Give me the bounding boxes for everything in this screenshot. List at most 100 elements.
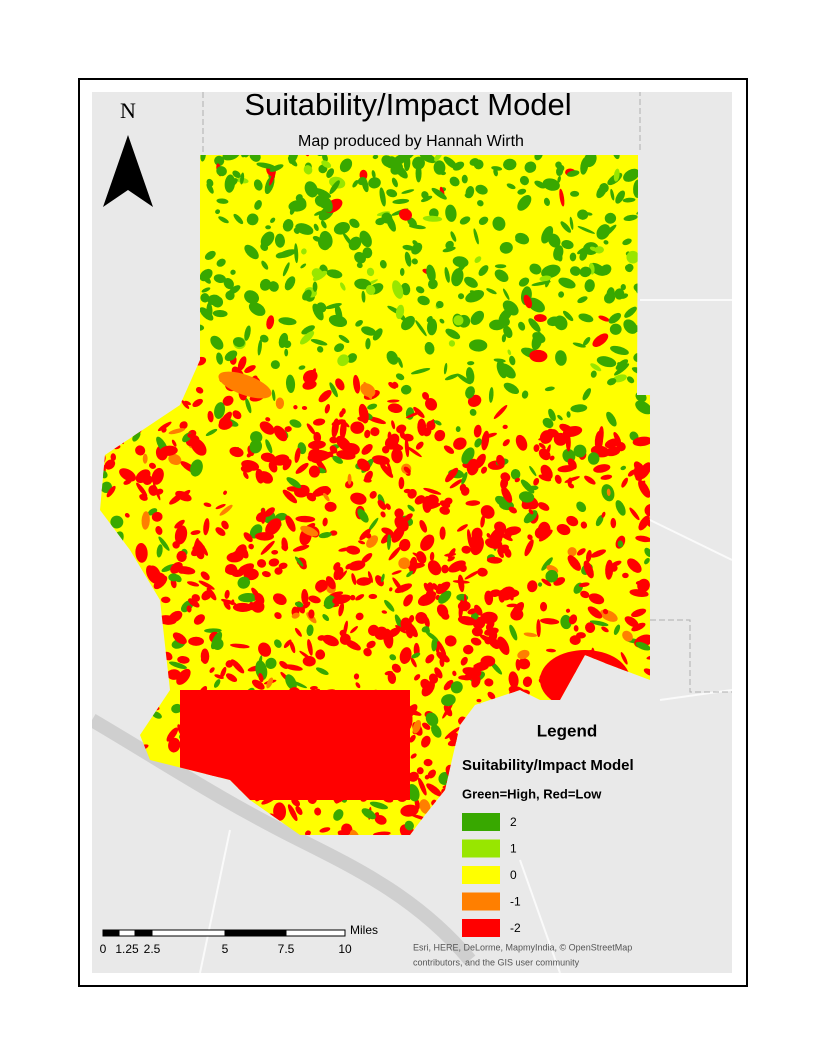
- raster-patch: [205, 428, 218, 436]
- raster-patch: [308, 609, 315, 619]
- raster-patch: [464, 570, 480, 580]
- raster-patch: [259, 421, 275, 435]
- raster-patch: [287, 804, 298, 821]
- raster-patch: [473, 159, 484, 170]
- raster-patch: [522, 676, 533, 687]
- raster-patch: [372, 328, 383, 341]
- raster-patch: [519, 175, 529, 186]
- raster-patch: [436, 651, 450, 663]
- raster-patch: [273, 425, 288, 442]
- raster-patch: [260, 540, 275, 555]
- raster-patch: [419, 519, 428, 533]
- raster-patch: [284, 276, 296, 291]
- raster-patch: [320, 220, 327, 229]
- raster-patch: [477, 200, 484, 207]
- raster-patch: [388, 381, 397, 389]
- raster-patch: [455, 426, 461, 433]
- raster-patch: [391, 420, 396, 430]
- raster-patch: [333, 809, 344, 821]
- raster-patch: [458, 675, 471, 681]
- raster-patch: [218, 419, 233, 430]
- raster-patch: [398, 557, 411, 570]
- raster-patch: [274, 567, 283, 575]
- raster-patch: [268, 281, 279, 292]
- raster-patch: [291, 798, 301, 807]
- raster-patch: [295, 223, 314, 235]
- raster-patch: [503, 158, 517, 171]
- raster-patch: [214, 155, 225, 166]
- raster-patch: [214, 402, 226, 419]
- raster-patch: [443, 497, 452, 506]
- raster-patch: [443, 362, 448, 375]
- raster-patch: [484, 678, 494, 687]
- raster-patch: [404, 438, 410, 458]
- raster-patch: [580, 521, 588, 529]
- raster-patch: [517, 194, 532, 211]
- raster-patch: [610, 188, 615, 201]
- raster-patch: [592, 333, 609, 347]
- raster-patch: [253, 179, 263, 191]
- raster-patch: [473, 228, 479, 245]
- raster-patch: [259, 334, 269, 343]
- raster-patch: [359, 528, 371, 541]
- raster-patch: [389, 654, 397, 661]
- raster-patch: [274, 233, 285, 248]
- raster-patch: [434, 420, 442, 426]
- raster-patch: [265, 225, 271, 230]
- raster-patch: [412, 719, 422, 734]
- raster-patch: [453, 315, 464, 326]
- raster-patch: [444, 553, 457, 557]
- raster-patch: [270, 217, 276, 224]
- raster-patch: [350, 492, 367, 505]
- raster-patch: [377, 630, 388, 638]
- raster-patch: [573, 625, 579, 632]
- raster-patch: [207, 410, 214, 423]
- raster-patch: [475, 184, 488, 195]
- raster-patch: [631, 608, 647, 618]
- raster-patch: [474, 438, 482, 448]
- raster-patch: [423, 487, 442, 495]
- raster-patch: [232, 410, 242, 420]
- raster-patch: [524, 539, 534, 557]
- raster-patch: [212, 309, 228, 318]
- raster-patch: [338, 547, 351, 552]
- raster-patch: [249, 155, 261, 162]
- raster-patch: [622, 197, 636, 203]
- raster-patch: [470, 612, 479, 620]
- raster-patch: [631, 622, 646, 632]
- raster-patch: [281, 544, 289, 551]
- raster-patch: [388, 433, 400, 446]
- raster-patch: [350, 594, 356, 601]
- raster-patch: [273, 593, 287, 606]
- raster-patch: [237, 356, 247, 371]
- raster-patch: [407, 783, 420, 802]
- raster-patch: [639, 405, 646, 412]
- raster-patch: [219, 504, 233, 516]
- raster-patch: [223, 490, 227, 495]
- raster-patch: [406, 570, 414, 578]
- raster-patch: [486, 533, 491, 538]
- raster-patch: [569, 252, 577, 262]
- raster-patch: [244, 244, 259, 260]
- raster-patch: [379, 260, 387, 269]
- raster-patch: [261, 571, 271, 578]
- raster-patch: [387, 399, 400, 403]
- raster-patch: [533, 314, 547, 322]
- raster-patch: [329, 382, 338, 398]
- raster-patch: [427, 769, 436, 779]
- raster-patch: [444, 635, 457, 647]
- raster-patch: [427, 494, 439, 505]
- raster-patch: [151, 467, 164, 485]
- raster-patch: [266, 315, 275, 330]
- raster-patch: [353, 374, 361, 394]
- raster-patch: [206, 587, 217, 601]
- raster-patch: [285, 515, 296, 532]
- raster-patch: [395, 625, 407, 634]
- raster-patch: [319, 230, 333, 249]
- raster-patch: [472, 616, 486, 630]
- raster-patch: [326, 168, 335, 178]
- raster-patch: [435, 300, 444, 309]
- raster-patch: [584, 279, 595, 293]
- raster-patch: [474, 256, 482, 263]
- raster-patch: [206, 178, 214, 187]
